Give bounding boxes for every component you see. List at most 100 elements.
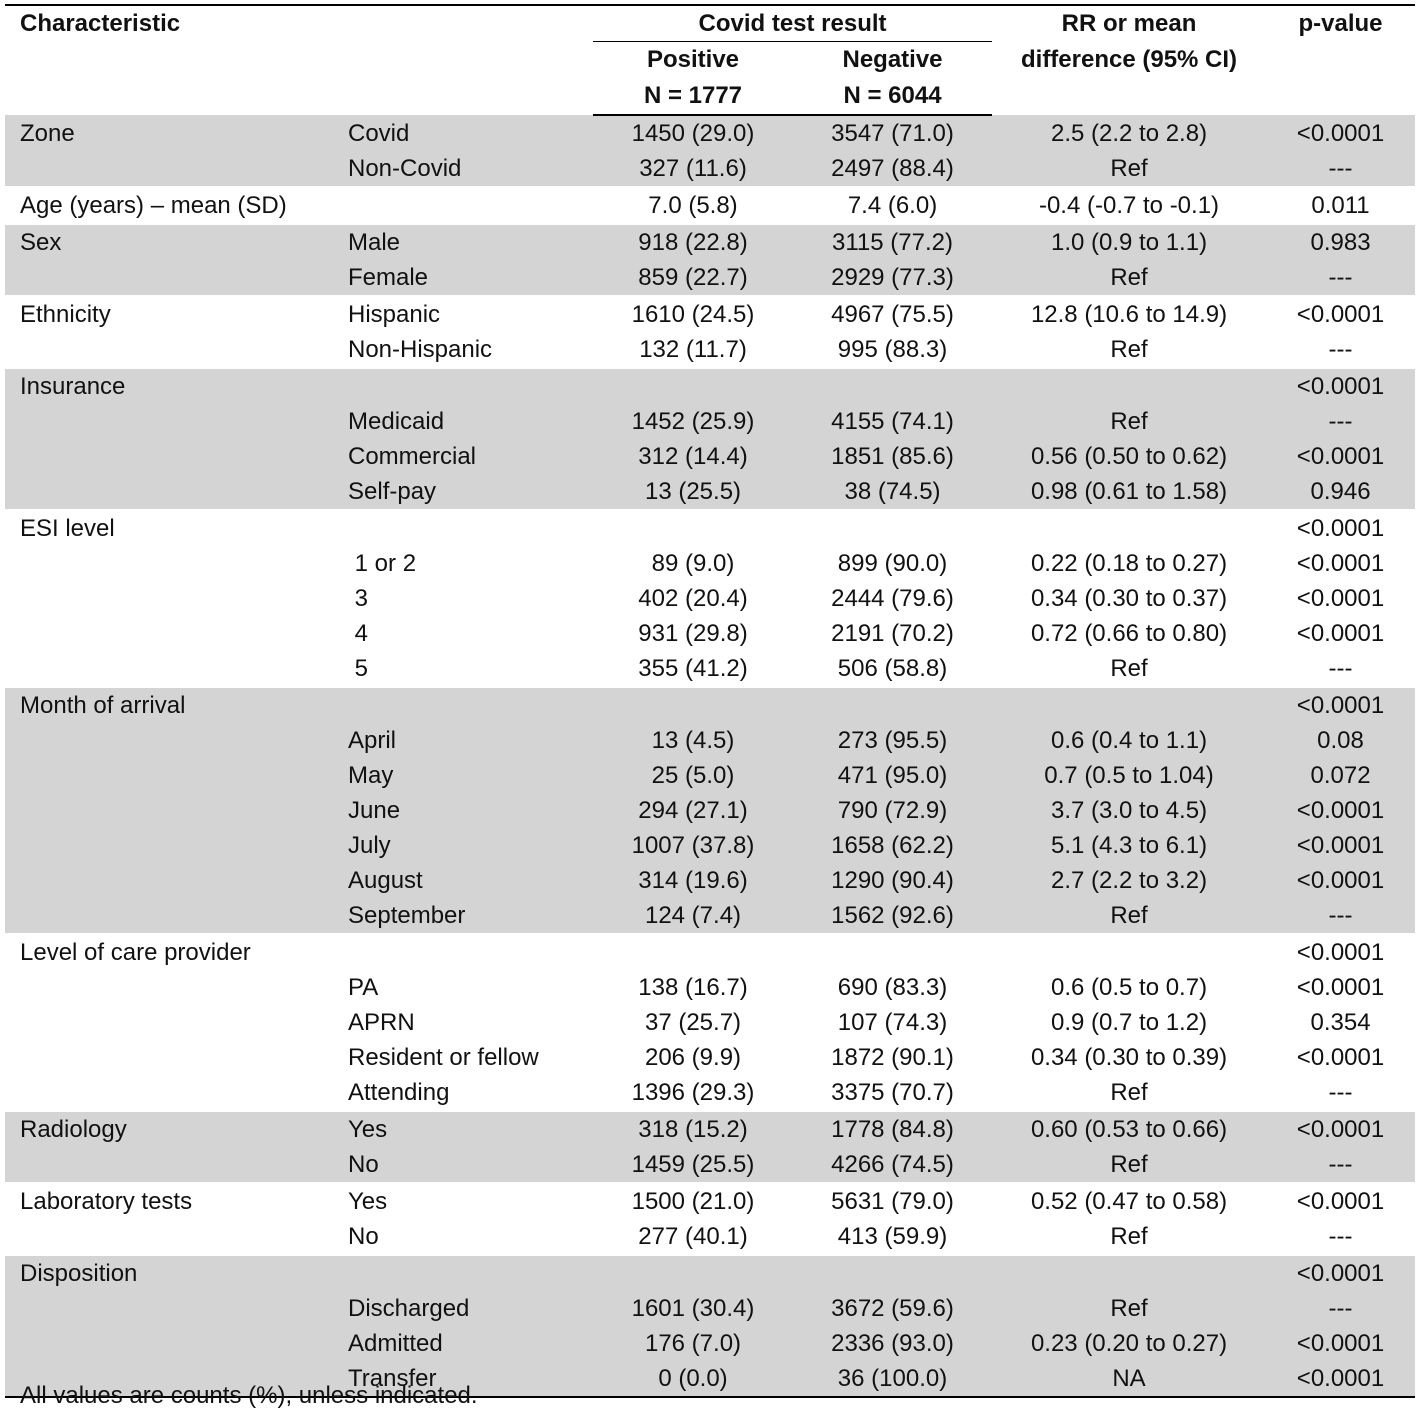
negative-cell: 4266 (74.5) xyxy=(793,1147,993,1183)
rr-cell: -0.4 (-0.7 to -0.1) xyxy=(992,186,1267,224)
positive-cell: 318 (15.2) xyxy=(593,1110,793,1147)
characteristics-table: Characteristic Covid test result RR or m… xyxy=(5,4,1416,1398)
table-row: Resident or fellow 206 (9.9) 1872 (90.1) 0.… xyxy=(5,1040,1415,1075)
negative-cell: 3115 (77.2) xyxy=(793,223,993,260)
subgroup-label: Non-Covid xyxy=(334,151,593,187)
pvalue-cell: 0.072 xyxy=(1266,758,1416,793)
subgroup-label: Medicaid xyxy=(334,404,593,439)
rr-cell: 0.6 (0.4 to 1.1) xyxy=(992,723,1267,758)
negative-cell xyxy=(793,686,993,723)
rr-cell: NA xyxy=(992,1361,1267,1398)
characteristic-label xyxy=(5,1361,334,1398)
rr-cell xyxy=(992,367,1267,404)
pvalue-cell: <0.0001 xyxy=(1266,686,1416,723)
table-row: No 277 (40.1) 413 (59.9) Ref --- xyxy=(5,1219,1415,1255)
header-covid-result: Covid test result xyxy=(593,5,993,42)
pvalue-cell: --- xyxy=(1328,655,1353,682)
rr-cell: 0.6 (0.5 to 0.7) xyxy=(1050,974,1208,1001)
rr-cell: Ref xyxy=(992,1147,1267,1183)
pvalue-cell: <0.0001 xyxy=(1266,933,1416,970)
subgroup-label xyxy=(334,1254,593,1291)
pvalue-cell: <0.0001 xyxy=(1296,620,1385,647)
positive-cell xyxy=(593,686,793,723)
table-row: August 314 (19.6) 1290 (90.4) 2.7 (2.2 to 3… xyxy=(5,863,1416,898)
positive-cell: 13 (25.5) xyxy=(593,474,793,510)
positive-cell: 402 (20.4) xyxy=(638,585,748,612)
rr-cell xyxy=(992,509,1267,546)
pvalue-cell: --- xyxy=(1266,404,1416,439)
characteristic-label: Age (years) – mean (SD) xyxy=(5,186,334,224)
subgroup-label: Transfer xyxy=(334,1361,593,1398)
rr-cell: 0.23 (0.20 to 0.27) xyxy=(992,1326,1267,1361)
pvalue-cell: --- xyxy=(1266,898,1416,934)
table-row: 1 or 2 89 (9.0) 899 (90.0) 0.22 (0.18 to 0.… xyxy=(5,546,1415,581)
positive-cell: 1450 (29.0) xyxy=(593,115,793,151)
negative-cell xyxy=(793,367,993,404)
table-footnote: All values are counts (%), unless indica… xyxy=(20,1382,478,1409)
rr-cell: Ref xyxy=(992,1291,1267,1326)
table-row: Age (years) – mean (SD) 7.0 (5.8) 7.4 (6.0… xyxy=(5,186,1416,224)
table-row: Discharged 1601 (30.4) 3672 (59.6) Ref --- xyxy=(5,1291,1416,1326)
subgroup-label xyxy=(334,367,593,404)
negative-cell: 899 (90.0) xyxy=(837,550,948,577)
positive-cell: 1396 (29.3) xyxy=(631,1079,755,1106)
subgroup-label: Hispanic xyxy=(334,295,593,332)
pvalue-cell: --- xyxy=(1266,1291,1416,1326)
positive-cell: 1007 (37.8) xyxy=(593,828,793,863)
characteristic-label: ESI level xyxy=(5,509,334,546)
negative-cell xyxy=(793,509,993,546)
table-row: Admitted 176 (7.0) 2336 (93.0) 0.23 (0.20 t… xyxy=(5,1326,1416,1361)
characteristic-label: Month of arrival xyxy=(5,686,334,723)
characteristic-label xyxy=(5,439,334,474)
negative-cell xyxy=(793,933,993,970)
header-positive-n: N = 1777 xyxy=(593,78,793,116)
characteristic-label xyxy=(5,651,334,687)
positive-cell: 1610 (24.5) xyxy=(593,295,793,332)
table-row: Zone Covid 1450 (29.0) 3547 (71.0) 2.5 (2.2 … xyxy=(5,115,1416,151)
rr-cell xyxy=(992,686,1267,723)
positive-cell: 1452 (25.9) xyxy=(593,404,793,439)
subgroup-label: September xyxy=(334,898,593,934)
characteristic-label: Ethnicity xyxy=(5,295,334,332)
subgroup-label: June xyxy=(334,793,593,828)
table-row: Transfer 0 (0.0) 36 (100.0) NA <0.0001 xyxy=(5,1361,1416,1398)
subgroup-label xyxy=(334,186,593,224)
table-row: 4 931 (29.8) 2191 (70.2) 0.72 (0.66 to 0.80… xyxy=(5,616,1415,651)
positive-cell: 314 (19.6) xyxy=(593,863,793,898)
rr-cell: 12.8 (10.6 to 14.9) xyxy=(992,295,1267,332)
characteristic-label xyxy=(5,863,334,898)
header-rr-line1: RR or mean xyxy=(1061,10,1197,37)
subgroup-label: 4 xyxy=(348,620,369,647)
table-header: Characteristic Covid test result RR or m… xyxy=(5,5,1416,116)
table-row: Commercial 312 (14.4) 1851 (85.6) 0.56 (0.5… xyxy=(5,439,1416,474)
subgroup-label: Admitted xyxy=(334,1326,593,1361)
pvalue-cell: --- xyxy=(1328,1223,1353,1250)
positive-cell: 1459 (25.5) xyxy=(593,1147,793,1183)
negative-cell: 273 (95.5) xyxy=(793,723,993,758)
rr-cell: 0.52 (0.47 to 0.58) xyxy=(992,1182,1267,1219)
table-row: Self-pay 13 (25.5) 38 (74.5) 0.98 (0.61 to … xyxy=(5,474,1416,510)
subgroup-label: Attending xyxy=(348,1079,450,1106)
negative-cell: 1562 (92.6) xyxy=(793,898,993,934)
pvalue-cell: <0.0001 xyxy=(1266,295,1416,332)
table-row: Ethnicity Hispanic 1610 (24.5) 4967 (75.5) 1… xyxy=(5,295,1416,332)
positive-cell: 124 (7.4) xyxy=(593,898,793,934)
subgroup-label: Discharged xyxy=(334,1291,593,1326)
negative-cell: 690 (83.3) xyxy=(837,974,948,1001)
table-row: Insurance <0.0001 xyxy=(5,367,1416,404)
header-negative-n: N = 6044 xyxy=(793,78,993,116)
positive-cell: 931 (29.8) xyxy=(638,620,748,647)
table-row: PA 138 (16.7) 690 (83.3) 0.6 (0.5 to 0.7) <0… xyxy=(5,970,1415,1005)
negative-cell xyxy=(793,1254,993,1291)
subgroup-label: Non-Hispanic xyxy=(348,336,493,363)
pvalue-cell: --- xyxy=(1266,151,1416,187)
rr-cell: 0.98 (0.61 to 1.58) xyxy=(992,474,1267,510)
rr-cell: 3.7 (3.0 to 4.5) xyxy=(992,793,1267,828)
negative-cell: 2336 (93.0) xyxy=(793,1326,993,1361)
positive-cell: 37 (25.7) xyxy=(644,1009,742,1036)
characteristic-label xyxy=(5,828,334,863)
positive-cell xyxy=(593,367,793,404)
subgroup-label: Resident or fellow xyxy=(348,1044,539,1071)
table-row: No 1459 (25.5) 4266 (74.5) Ref --- xyxy=(5,1147,1416,1183)
